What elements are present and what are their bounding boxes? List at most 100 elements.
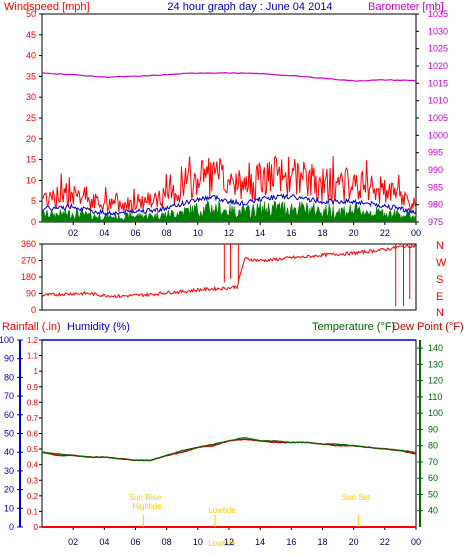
x-tick-label-bottom: 18 bbox=[317, 537, 327, 547]
rain-axis-title: Rainfall (.in) bbox=[2, 321, 61, 333]
x-tick-label-bottom: 22 bbox=[380, 537, 390, 547]
x-tick-label: 08 bbox=[162, 228, 172, 238]
plot-layer: 0510152025303540455097598098599099510001… bbox=[0, 9, 448, 547]
hightide-annotation: Hightide bbox=[132, 502, 162, 511]
temperature-tick-label: 120 bbox=[428, 376, 443, 386]
x-tick-label: 20 bbox=[349, 228, 359, 238]
x-tick-label: 02 bbox=[68, 228, 78, 238]
rain-tick-label: 0.4 bbox=[27, 461, 39, 470]
humidity-tick-label: 20 bbox=[4, 485, 14, 495]
x-tick-label: 22 bbox=[380, 228, 390, 238]
x-tick-label-bottom: 08 bbox=[162, 537, 172, 547]
humidity-tick-label: 50 bbox=[4, 429, 14, 439]
x-tick-label: 16 bbox=[286, 228, 296, 238]
rain-tick-label: 0.1 bbox=[27, 507, 39, 516]
rain-tick-label: 1.1 bbox=[27, 352, 39, 361]
barometer-tick-label: 1020 bbox=[428, 61, 448, 71]
temperature-tick-label: 80 bbox=[428, 441, 438, 451]
barometer-line bbox=[41, 71, 417, 82]
chart-title: 24 hour graph day : June 04 2014 bbox=[167, 1, 332, 13]
compass-label-n-bottom: N bbox=[436, 307, 444, 319]
lowtide-annotation: Lowtide bbox=[208, 506, 236, 515]
temperature-tick-label: 50 bbox=[428, 489, 438, 499]
rain-tick-label: 0 bbox=[34, 523, 39, 532]
temperature-axis-title: Temperature (°F) bbox=[312, 321, 395, 333]
humidity-tick-label: 40 bbox=[4, 447, 14, 457]
wind-tick-label: 0 bbox=[31, 217, 36, 227]
temperature-line bbox=[41, 437, 417, 462]
dewpoint-axis-title: Dew Point (°F) bbox=[392, 321, 464, 333]
rain-tick-label: 1 bbox=[34, 367, 39, 376]
barometer-tick-label: 980 bbox=[428, 200, 443, 210]
wind-tick-label: 25 bbox=[26, 113, 36, 123]
compass-label-s: S bbox=[436, 274, 443, 286]
rain-tick-label: 0.2 bbox=[27, 492, 39, 501]
barometer-tick-label: 1010 bbox=[428, 96, 448, 106]
humidity-tick-label: 100 bbox=[0, 335, 14, 345]
barometer-tick-label: 1000 bbox=[428, 130, 448, 140]
wind-direction-line bbox=[41, 243, 417, 299]
x-tick-label: 06 bbox=[130, 228, 140, 238]
wind-average-area bbox=[41, 200, 417, 222]
barometer-tick-label: 985 bbox=[428, 182, 443, 192]
barometer-tick-label: 1025 bbox=[428, 44, 448, 54]
temperature-tick-label: 70 bbox=[428, 457, 438, 467]
barometer-tick-label: 995 bbox=[428, 148, 443, 158]
direction-tick-label: 0 bbox=[31, 305, 36, 315]
x-tick-label-bottom: 02 bbox=[68, 537, 78, 547]
compass-label-e: E bbox=[436, 291, 443, 303]
direction-tick-label: 360 bbox=[21, 239, 36, 249]
wind-tick-label: 45 bbox=[26, 30, 36, 40]
barometer-tick-label: 1015 bbox=[428, 78, 448, 88]
temperature-tick-label: 140 bbox=[428, 343, 443, 353]
wind-tick-label: 5 bbox=[31, 196, 36, 206]
compass-label-w: W bbox=[436, 257, 447, 269]
wind-tick-label: 35 bbox=[26, 71, 36, 81]
windspeed-line bbox=[41, 155, 417, 213]
barometer-tick-label: 1035 bbox=[428, 9, 448, 19]
wind-average-line bbox=[41, 193, 417, 217]
wind-tick-label: 10 bbox=[26, 175, 36, 185]
x-tick-label-bottom: 10 bbox=[193, 537, 203, 547]
barometer-tick-label: 1030 bbox=[428, 26, 448, 36]
barometer-axis-title: Barometer [mb] bbox=[368, 1, 444, 13]
temperature-tick-label: 100 bbox=[428, 408, 443, 418]
temperature-tick-label: 110 bbox=[428, 392, 442, 402]
wind-axis-title: Windspeed [mph] bbox=[4, 1, 90, 13]
x-tick-label: 04 bbox=[99, 228, 109, 238]
wind-tick-label: 30 bbox=[26, 92, 36, 102]
rain-tick-label: 0.3 bbox=[27, 476, 39, 485]
humidity-tick-label: 80 bbox=[4, 372, 14, 382]
humidity-tick-label: 70 bbox=[4, 391, 14, 401]
x-tick-label: 00 bbox=[411, 228, 421, 238]
sunrise-annotation: Sun Rise bbox=[129, 493, 162, 502]
humidity-axis-title: Humidity (%) bbox=[67, 321, 130, 333]
temperature-tick-label: 40 bbox=[428, 506, 438, 516]
wind-tick-label: 50 bbox=[26, 9, 36, 19]
rain-tick-label: 0.8 bbox=[27, 398, 39, 407]
temperature-tick-label: 90 bbox=[428, 424, 438, 434]
wind-tick-label: 20 bbox=[26, 134, 36, 144]
rain-tick-label: 0.5 bbox=[27, 445, 39, 454]
humidity-tick-label: 0 bbox=[9, 522, 14, 532]
x-tick-label-bottom: 16 bbox=[286, 537, 296, 547]
temperature-tick-label: 130 bbox=[428, 359, 443, 369]
rain-tick-label: 0.6 bbox=[27, 430, 39, 439]
humidity-tick-label: 30 bbox=[4, 466, 14, 476]
x-tick-label: 12 bbox=[224, 228, 234, 238]
wind-tick-label: 15 bbox=[26, 155, 36, 165]
x-tick-label: 14 bbox=[255, 228, 265, 238]
humidity-tick-label: 10 bbox=[4, 503, 14, 513]
direction-tick-label: 180 bbox=[21, 272, 36, 282]
humidity-tick-label: 60 bbox=[4, 410, 14, 420]
wind-tick-label: 40 bbox=[26, 51, 36, 61]
x-tick-label-bottom: 14 bbox=[255, 537, 265, 547]
barometer-tick-label: 990 bbox=[428, 165, 443, 175]
rain-tick-label: 1.2 bbox=[27, 336, 39, 345]
x-tick-label: 10 bbox=[193, 228, 203, 238]
rain-tick-label: 0.7 bbox=[27, 414, 39, 423]
sunset-annotation: Sun Set bbox=[342, 493, 371, 502]
